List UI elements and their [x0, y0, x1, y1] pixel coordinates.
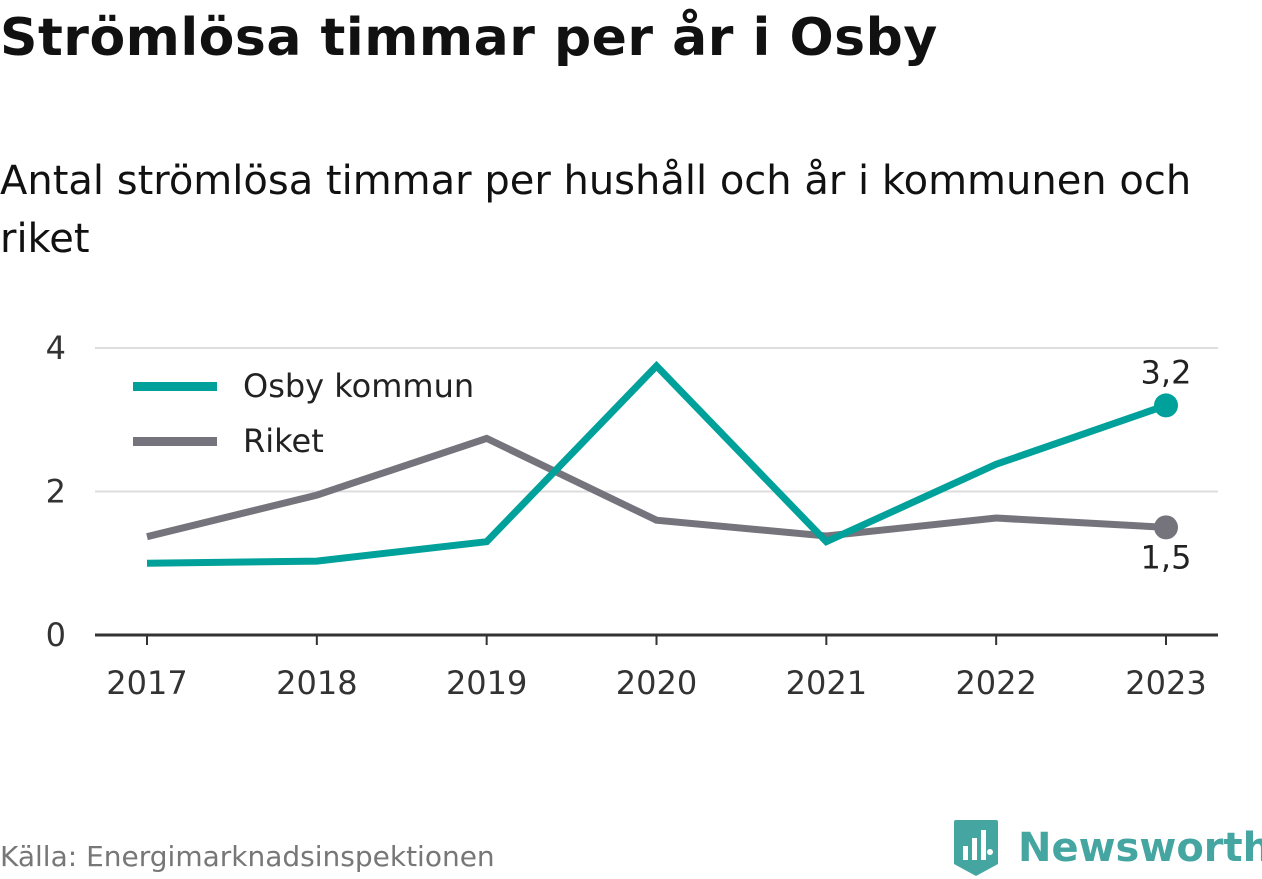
end-marker-riket: [1154, 515, 1178, 540]
x-tick-label-2018: 2018: [276, 664, 357, 702]
x-tick-marks: [146, 635, 1167, 645]
y-tick-label-0: 0: [46, 616, 66, 654]
newsworthy-logo-icon: [954, 820, 998, 876]
y-tick-labels: 0 2 4: [46, 329, 66, 654]
source-note: Källa: Energimarknadsinspektionen: [0, 840, 495, 873]
x-tick-label-2017: 2017: [106, 664, 187, 702]
x-tick-label-2019: 2019: [446, 664, 527, 702]
x-tick-label-2021: 2021: [786, 664, 867, 702]
end-label-riket: 1,5: [1141, 538, 1192, 576]
legend: Osby kommun Riket: [133, 367, 474, 460]
legend-label-osby-kommun: Osby kommun: [243, 367, 474, 405]
x-tick-label-2020: 2020: [616, 664, 697, 702]
chart-subtitle: Antal strömlösa timmar per hushåll och å…: [0, 158, 1192, 262]
end-labels: 1,5 3,2: [1141, 353, 1192, 576]
end-marker-osby-kommun: [1154, 393, 1178, 418]
x-tick-label-2022: 2022: [955, 664, 1036, 702]
brand-name: Newsworthy: [1018, 825, 1262, 871]
y-tick-label-2: 2: [46, 473, 66, 511]
brand: Newsworthy: [952, 818, 1262, 878]
y-tick-label-4: 4: [46, 329, 66, 367]
x-tick-label-2023: 2023: [1125, 664, 1206, 702]
y-gridlines: [95, 347, 1218, 493]
legend-swatch-riket: [133, 437, 217, 446]
chart-title: Strömlösa timmar per år i Osby: [0, 8, 938, 68]
series-lines: [146, 360, 1178, 567]
legend-label-riket: Riket: [243, 422, 324, 460]
end-label-osby-kommun: 3,2: [1141, 353, 1192, 391]
x-tick-labels: 2017 2018 2019 2020 2021 2022 2023: [106, 664, 1206, 702]
legend-swatch-osby-kommun: [133, 382, 217, 391]
